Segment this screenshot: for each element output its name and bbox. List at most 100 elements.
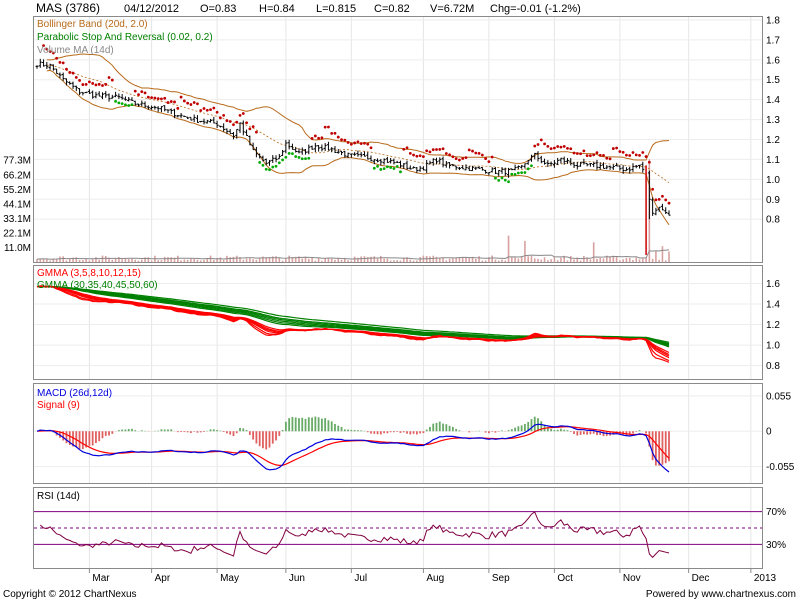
price-tick-label: 1.5 (766, 75, 780, 86)
sar-dot (110, 78, 114, 82)
sar-dot (336, 135, 340, 139)
sar-dot (241, 112, 245, 115)
sar-dot (408, 151, 412, 155)
sar-dot (500, 176, 504, 180)
ohlc-bar (585, 162, 589, 167)
macd-legend: MACD (26d,12d) Signal (9) (37, 388, 112, 411)
sar-dot (422, 155, 425, 159)
ohlc-bar (91, 90, 95, 99)
sar-dot (412, 153, 415, 157)
ohlc-bar (137, 103, 141, 107)
sar-dot (392, 167, 396, 170)
sar-dot (65, 67, 68, 71)
gmma-short-line (36, 285, 670, 354)
ohlc-bar (421, 166, 425, 171)
legend-rsi: RSI (14d) (37, 491, 80, 502)
sar-dot (435, 148, 438, 151)
sar-dot (582, 149, 586, 153)
sar-dot (569, 147, 573, 151)
ohlc-bar (87, 89, 91, 94)
month-label: Oct (557, 573, 573, 584)
ohlc-bar (346, 152, 350, 158)
ohlc-bar (163, 105, 167, 112)
sar-dot (330, 131, 334, 135)
sar-dot (346, 141, 350, 144)
volume-tick-label: 33.1M (3, 214, 31, 225)
sar-dot (566, 147, 569, 150)
ohlc-bar (35, 65, 39, 69)
sar-dot (205, 108, 209, 112)
sar-dot (130, 103, 134, 107)
price-panel-border (33, 16, 763, 263)
ohlc-bar (582, 158, 586, 165)
sar-dot (549, 147, 553, 151)
month-label: Dec (692, 573, 710, 584)
sar-dot (513, 172, 517, 176)
sar-dot (268, 168, 271, 172)
sar-dot (526, 167, 530, 171)
sar-dot (101, 84, 104, 87)
sar-dot (418, 154, 422, 158)
sar-dot (621, 150, 625, 154)
ohlc-bar (579, 161, 583, 167)
ohlc-bar (372, 159, 376, 165)
sar-dot (235, 120, 239, 124)
sar-dot (667, 201, 671, 205)
sar-dot (379, 168, 383, 171)
sar-dot (166, 101, 170, 104)
ohlc-bar (202, 118, 206, 125)
ohlc-bar (277, 153, 281, 160)
sar-dot (51, 51, 55, 55)
ohlc-bar (307, 144, 311, 155)
ohlc-bar (405, 160, 409, 170)
rsi-line (39, 511, 670, 559)
sar-dot (340, 138, 343, 142)
ohlc-bar (159, 106, 163, 113)
sar-dot (487, 160, 491, 164)
sar-dot (271, 165, 275, 169)
legend-signal: Signal (9) (37, 400, 80, 411)
ohlc-bar (313, 142, 317, 153)
ohlc-bar (464, 164, 468, 171)
sar-dot (589, 154, 592, 158)
ohlc-bar (222, 123, 226, 132)
ohlc-bar (330, 147, 334, 153)
sar-dot (238, 113, 242, 117)
ohlc-bar (284, 139, 288, 154)
sar-dot (294, 155, 298, 158)
sar-dot (127, 104, 131, 107)
ohlc-bar (133, 100, 137, 106)
sar-dot (186, 101, 190, 105)
month-label: Jul (354, 573, 367, 584)
ohlc-bar (114, 91, 118, 98)
ohlc-bar (146, 105, 150, 110)
sar-dot (628, 154, 632, 157)
ohlc-bar (212, 116, 216, 124)
ohlc-bar (369, 155, 373, 162)
sar-dot (189, 103, 193, 106)
sar-dot (107, 76, 111, 79)
sar-dot (461, 157, 465, 160)
volume-tick-label: 22.1M (3, 228, 31, 239)
ohlc-bar (356, 150, 360, 157)
ohlc-bar (78, 88, 82, 96)
volume-tick-label: 55.2M (3, 185, 31, 196)
legend-macd: MACD (26d,12d) (37, 388, 112, 399)
ohlc-bar (166, 109, 170, 114)
sar-dot (425, 149, 429, 153)
ohlc-bar (326, 141, 330, 151)
sar-dot (467, 148, 471, 152)
ohlc-bar (425, 159, 429, 174)
sar-dot (143, 91, 147, 95)
price-tick-label: 1.2 (766, 135, 780, 146)
ohlc-bar (42, 59, 46, 67)
ohlc-bar (97, 91, 101, 97)
panel-borders (33, 16, 763, 569)
sar-dot (454, 157, 458, 161)
sar-dot (42, 44, 45, 48)
ohlc-bar (654, 207, 658, 216)
sar-dot (471, 149, 474, 153)
ohlc-bar (323, 143, 327, 151)
sar-dot (625, 153, 628, 157)
ohlc-bar (228, 128, 232, 135)
